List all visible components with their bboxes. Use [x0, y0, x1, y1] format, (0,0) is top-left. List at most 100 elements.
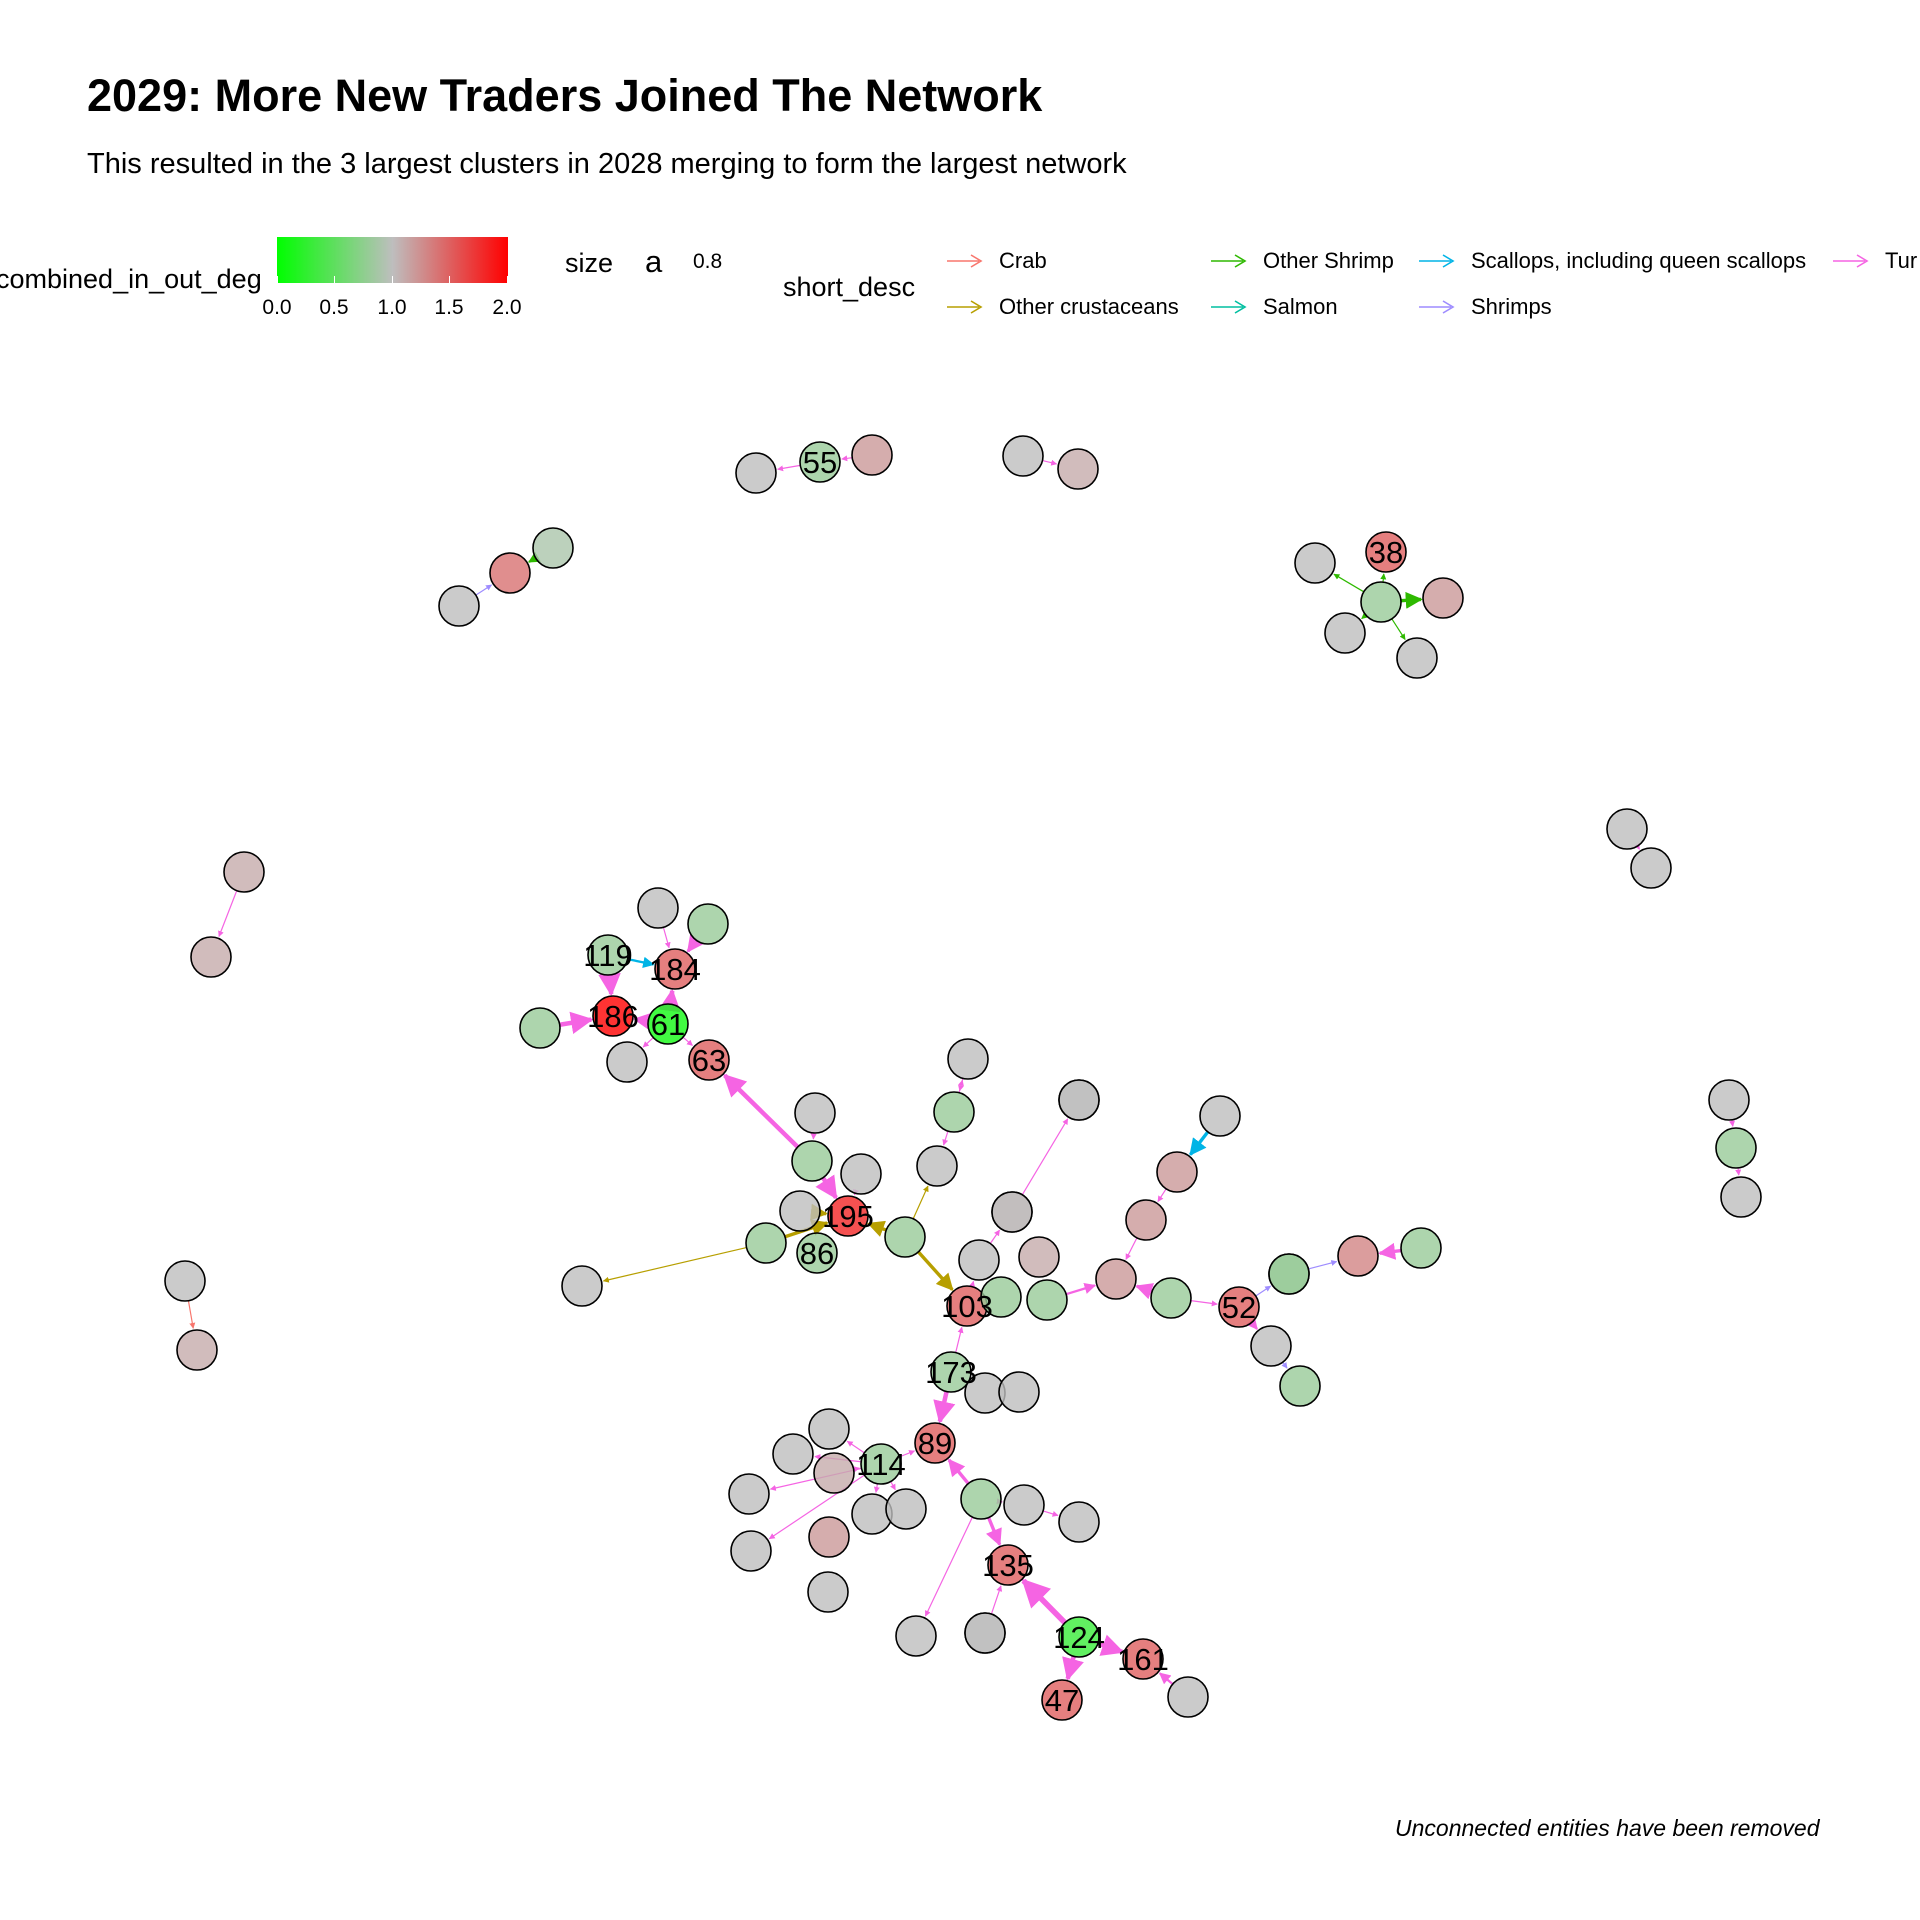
- legend-item-shrimps: Shrimps: [1417, 294, 1552, 320]
- edge-nI1-n184: [662, 927, 671, 949]
- legend-arrow-icon: [1419, 254, 1455, 268]
- node-label-55: 55: [803, 445, 837, 480]
- node-nN4: [728, 1473, 770, 1515]
- node-nK7: [991, 1191, 1033, 1233]
- node-nE1: [1606, 808, 1648, 850]
- node-nA2: [851, 434, 893, 476]
- legend-colorbar: [277, 237, 508, 283]
- colorbar-tick-mark: [277, 276, 278, 283]
- node-nE2: [1630, 847, 1672, 889]
- node-nK3: [947, 1038, 989, 1080]
- node-n114: [860, 1443, 902, 1485]
- legend-item-label: Tur: [1885, 248, 1918, 273]
- colorbar-tick-mark: [507, 276, 508, 283]
- node-nK5: [1058, 1079, 1100, 1121]
- node-nN8: [808, 1516, 850, 1558]
- edge-nL8-nL7: [1157, 1188, 1167, 1203]
- node-nJ7: [561, 1265, 603, 1307]
- node-n61: [647, 1003, 689, 1045]
- edge-n61-nI4: [642, 1037, 654, 1048]
- legend-item-label: Scallops, including queen scallops: [1471, 248, 1807, 273]
- node-nH2: [176, 1329, 218, 1371]
- node-nK1: [916, 1145, 958, 1187]
- edge-nB1-nB2: [1042, 459, 1058, 466]
- edge-n119-n184: [627, 956, 655, 969]
- edge-n114-n89: [899, 1450, 916, 1458]
- edge-nJ5-nJ7: [602, 1246, 747, 1283]
- node-n63: [688, 1039, 730, 1081]
- edge-nJ6-n195: [867, 1220, 887, 1237]
- edge-nH1-nH2: [187, 1300, 196, 1329]
- caption: Unconnected entities have been removed: [1395, 1815, 1820, 1841]
- node-nG1: [1708, 1079, 1750, 1121]
- edge-nL10-nL12: [1308, 1260, 1338, 1270]
- node-nD3: [1422, 577, 1464, 619]
- node-nN1: [808, 1408, 850, 1450]
- edge-nG1-nG2: [1729, 1119, 1736, 1127]
- node-nO3: [1058, 1501, 1100, 1543]
- node-label-186: 186: [587, 999, 639, 1034]
- edge-nF1-nF2: [218, 890, 238, 938]
- edge-nK2-nK1: [942, 1130, 949, 1146]
- edge-n124-n47: [1062, 1655, 1084, 1681]
- chart-title: 2029: More New Traders Joined The Networ…: [87, 70, 1043, 121]
- node-label-61: 61: [651, 1007, 685, 1042]
- node-nP3: [1167, 1676, 1209, 1718]
- node-nD2: [1294, 542, 1336, 584]
- legend-edge-title: short_desc: [783, 272, 916, 302]
- edge-nD1-n38: [1380, 573, 1387, 583]
- edge-nL14-nL15: [1281, 1361, 1288, 1369]
- node-n124: [1058, 1616, 1100, 1658]
- legend-color-title: combined_in_out_deg: [0, 264, 262, 294]
- edge-nO1-n135: [986, 1516, 1002, 1547]
- edge-nD1-nD4: [1361, 612, 1368, 620]
- node-nI4: [606, 1041, 648, 1083]
- edge-nG2-nG3: [1735, 1167, 1742, 1176]
- colorbar-tick-label: 0.5: [319, 296, 349, 319]
- node-n161: [1122, 1638, 1164, 1680]
- node-nL13: [1400, 1227, 1442, 1269]
- node-nH1: [164, 1260, 206, 1302]
- edges-layer: [187, 455, 1742, 1685]
- node-nO2: [1003, 1484, 1045, 1526]
- node-label-86: 86: [800, 1236, 834, 1271]
- legend-item-label: Other crustaceans: [999, 294, 1179, 319]
- node-n186: [592, 995, 634, 1037]
- node-nP2: [964, 1612, 1006, 1654]
- node-nJ3: [840, 1153, 882, 1195]
- legend-item-label: Other Shrimp: [1263, 248, 1394, 273]
- legend-item-crab: Crab: [945, 248, 1047, 274]
- edge-nD1-nD5: [1391, 618, 1406, 640]
- colorbar-tick-label: 0.0: [262, 296, 292, 319]
- node-label-47: 47: [1045, 1683, 1079, 1718]
- node-nG3: [1720, 1176, 1762, 1218]
- edge-nL13-nL12: [1378, 1242, 1402, 1260]
- legend-arrow-icon: [1833, 254, 1869, 268]
- node-nL6: [1150, 1277, 1192, 1319]
- edge-nC1-nC2: [528, 551, 541, 563]
- node-nD4: [1324, 612, 1366, 654]
- edge-n61-n184: [658, 988, 681, 1013]
- node-nI2: [687, 903, 729, 945]
- node-nL11: [1268, 1253, 1310, 1295]
- node-nL5: [980, 1276, 1022, 1318]
- node-nJ1: [791, 1140, 833, 1182]
- edge-nK6-nK4: [1021, 1118, 1069, 1196]
- legend-size-key: a: [645, 244, 663, 279]
- node-nL1: [958, 1239, 1000, 1281]
- node-label-114: 114: [856, 1447, 905, 1482]
- edge-n114-nN6: [890, 1481, 896, 1491]
- edge-n61-n63: [682, 1036, 693, 1046]
- legend-item-label: Shrimps: [1471, 294, 1552, 319]
- node-nB1: [1002, 435, 1044, 477]
- node-nC1: [532, 527, 574, 569]
- edge-nP3-n161: [1158, 1672, 1174, 1685]
- edge-n55-nA1: [777, 464, 801, 472]
- node-nL14: [1250, 1325, 1292, 1367]
- legend-arrow-icon: [947, 300, 983, 314]
- edge-nA2-n55: [841, 455, 853, 462]
- node-label-161: 161: [1117, 1642, 1169, 1677]
- edge-nI2-n184: [686, 933, 704, 953]
- node-n119: [587, 934, 629, 976]
- node-label-89: 89: [918, 1426, 952, 1461]
